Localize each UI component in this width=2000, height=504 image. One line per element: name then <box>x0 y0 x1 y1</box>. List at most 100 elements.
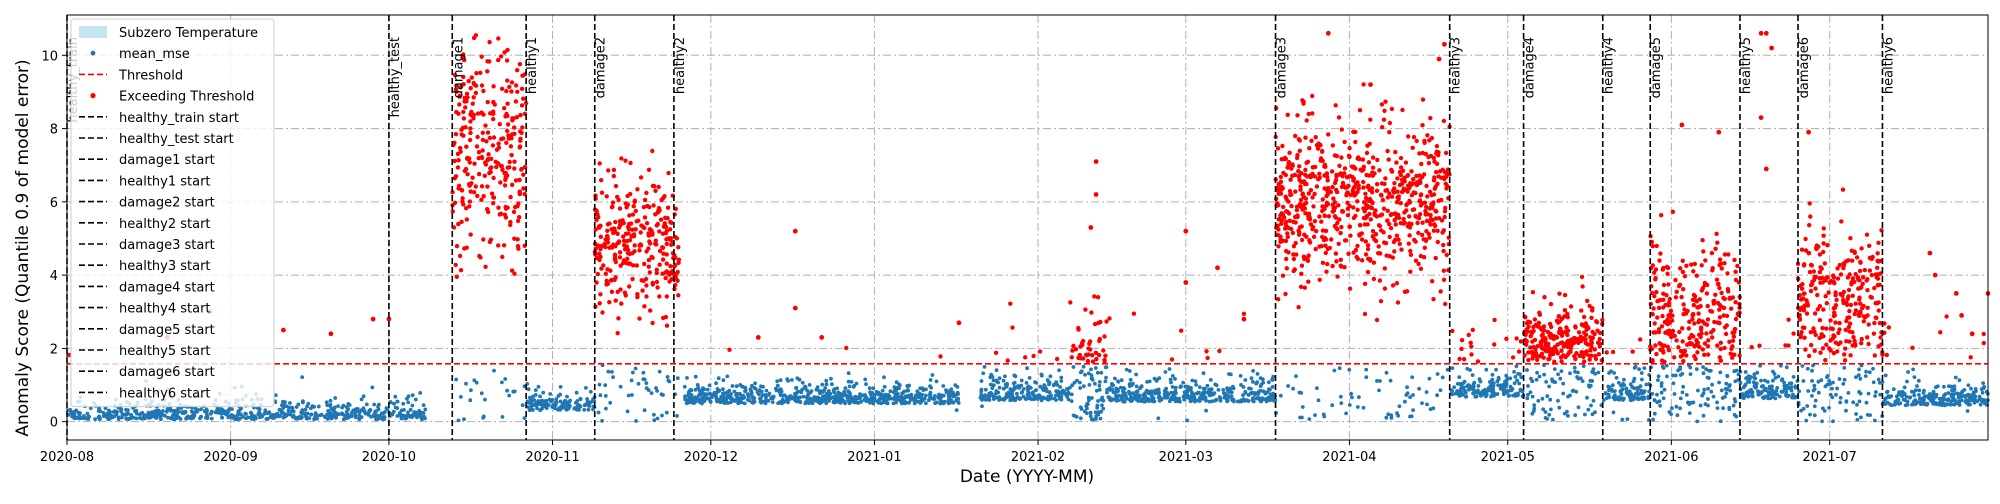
exceed-point <box>1699 331 1703 335</box>
exceed-point <box>1404 160 1408 164</box>
mean-mse-point <box>1145 389 1149 393</box>
mean-mse-point <box>1127 390 1131 394</box>
exceed-point <box>1282 215 1286 219</box>
exceed-point <box>1680 326 1684 330</box>
exceed-point <box>516 219 520 223</box>
exceed-point <box>488 111 492 115</box>
mean-mse-point <box>410 404 414 408</box>
mean-mse-point <box>1090 396 1094 400</box>
exceed-point <box>454 110 458 114</box>
mean-mse-point <box>555 400 559 404</box>
exceed-point <box>500 168 504 172</box>
mean-mse-point <box>586 401 590 405</box>
mean-mse-point <box>1087 372 1091 376</box>
exceed-point <box>1539 342 1543 346</box>
exceed-point <box>1307 191 1311 195</box>
exceed-point <box>1299 198 1303 202</box>
mean-mse-point <box>1089 411 1093 415</box>
mean-mse-point <box>589 390 593 394</box>
exceed-point <box>1419 254 1423 258</box>
exceed-point <box>1380 102 1384 106</box>
exceed-point <box>1460 338 1464 342</box>
mean-mse-point <box>107 417 111 421</box>
exceed-point <box>1585 299 1589 303</box>
exceed-point <box>1340 209 1344 213</box>
exceed-point <box>1322 213 1326 217</box>
mean-mse-point <box>656 417 660 421</box>
mean-mse-point <box>404 416 408 420</box>
exceed-point <box>1659 342 1663 346</box>
exceed-point <box>664 237 668 241</box>
exceed-point <box>1442 278 1446 282</box>
exceed-point <box>1337 164 1341 168</box>
mean-mse-point <box>1813 413 1817 417</box>
exceed-point <box>515 68 519 72</box>
exceed-point <box>646 231 650 235</box>
mean-mse-point <box>1070 393 1074 397</box>
exceed-point <box>1433 209 1437 213</box>
mean-mse-point <box>1535 378 1539 382</box>
mean-mse-point <box>690 396 694 400</box>
exceed-point <box>665 324 669 328</box>
mean-mse-point <box>658 370 662 374</box>
mean-mse-point <box>1653 412 1657 416</box>
exceed-point <box>637 248 641 252</box>
mean-mse-point <box>353 414 357 418</box>
exceed-point <box>1419 193 1423 197</box>
mean-mse-point <box>1452 385 1456 389</box>
exceed-point <box>1366 247 1370 251</box>
mean-mse-point <box>1004 396 1008 400</box>
mean-mse-point <box>981 371 985 375</box>
mean-mse-point <box>591 408 595 412</box>
exceed-point <box>1132 312 1136 316</box>
mean-mse-point <box>1592 399 1596 403</box>
exceed-point <box>642 304 646 308</box>
mean-mse-point <box>905 384 909 388</box>
exceed-point <box>1361 185 1365 189</box>
mean-mse-point <box>1817 380 1821 384</box>
exceed-point <box>1374 239 1378 243</box>
exceed-point <box>668 227 672 231</box>
exceed-point <box>1589 316 1593 320</box>
mean-mse-point <box>1420 401 1424 405</box>
exceed-point <box>1436 153 1440 157</box>
mean-mse-point <box>1100 396 1104 400</box>
exceed-point <box>1833 320 1837 324</box>
mean-mse-point <box>771 400 775 404</box>
exceed-point <box>1667 348 1671 352</box>
mean-mse-point <box>307 416 311 420</box>
mean-mse-point <box>1114 394 1118 398</box>
exceed-point <box>1358 108 1362 112</box>
mean-mse-point <box>789 394 793 398</box>
exceed-point <box>1298 184 1302 188</box>
mean-mse-point <box>684 394 688 398</box>
mean-mse-point <box>1315 386 1319 390</box>
mean-mse-point <box>220 416 224 420</box>
mean-mse-point <box>332 406 336 410</box>
exceed-point <box>1722 346 1726 350</box>
exceed-point <box>1415 139 1419 143</box>
exceed-point <box>1358 223 1362 227</box>
mean-mse-point <box>1299 391 1303 395</box>
mean-mse-point <box>1129 399 1133 403</box>
mean-mse-point <box>1213 391 1217 395</box>
exceed-point <box>1701 249 1705 253</box>
exceed-point <box>628 192 632 196</box>
exceed-point <box>600 310 604 314</box>
mean-mse-point <box>1186 388 1190 392</box>
exceed-point <box>1364 173 1368 177</box>
mean-mse-point <box>1604 392 1608 396</box>
exceed-point <box>1435 144 1439 148</box>
mean-mse-point <box>1785 365 1789 369</box>
exceed-point <box>1586 326 1590 330</box>
mean-mse-point <box>226 416 230 420</box>
exceed-point <box>463 125 467 129</box>
mean-mse-point <box>1908 395 1912 399</box>
mean-mse-point <box>655 389 659 393</box>
mean-mse-point <box>540 407 544 411</box>
mean-mse-point <box>310 413 314 417</box>
mean-mse-point <box>1164 370 1168 374</box>
mean-mse-point <box>1344 412 1348 416</box>
exceed-point <box>1504 337 1508 341</box>
mean-mse-point <box>1689 372 1693 376</box>
